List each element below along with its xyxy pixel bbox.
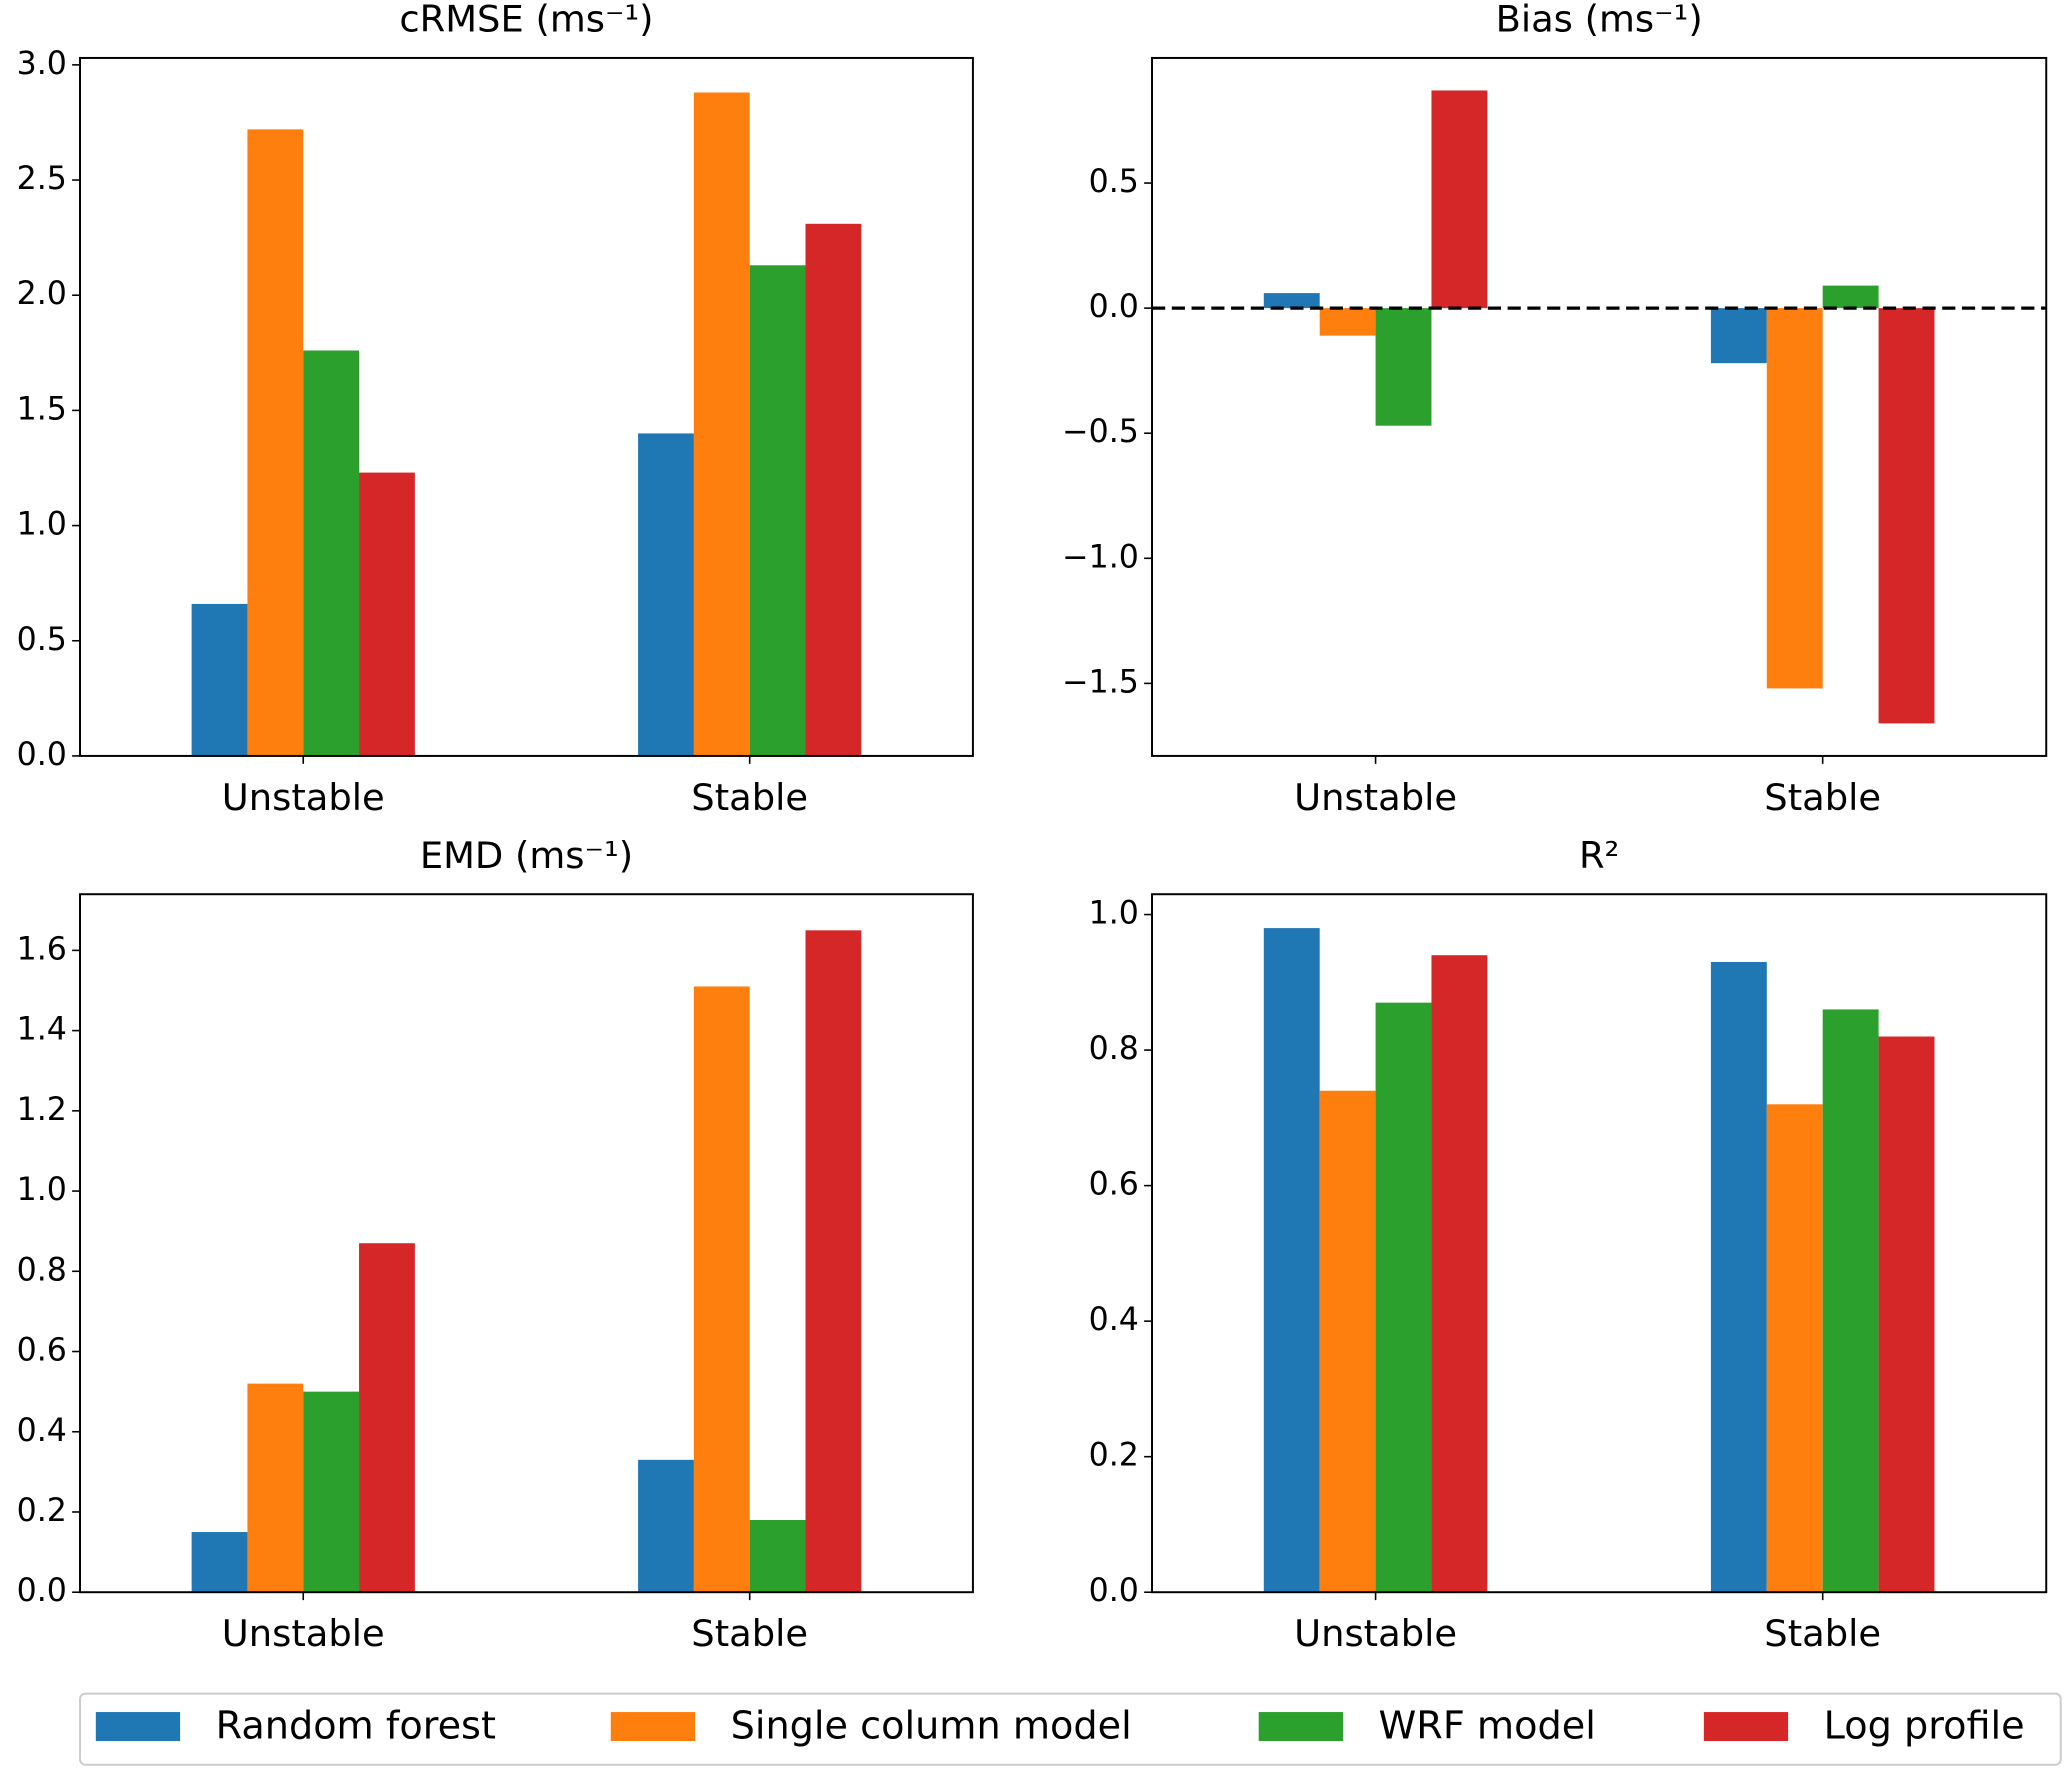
bar: [805, 930, 862, 1593]
y-tick-label: 0.0: [1089, 289, 1139, 325]
bar: [247, 1383, 304, 1593]
y-tick-label: 1.2: [17, 1092, 67, 1128]
y-tick-label: 0.6: [1089, 1167, 1139, 1203]
bar: [1822, 285, 1879, 309]
y-tick-label: 2.5: [17, 161, 67, 197]
y-tick-label: 0.8: [1089, 1031, 1139, 1067]
x-tick-label: Unstable: [222, 1612, 385, 1655]
y-tick-label: 0.6: [17, 1333, 67, 1369]
axes-frame: [1151, 893, 2048, 1594]
bar: [1431, 90, 1488, 309]
bar: [1319, 308, 1376, 336]
chart-title: EMD (ms⁻¹): [420, 834, 633, 877]
bar: [303, 1391, 360, 1593]
axes-frame: [79, 56, 974, 757]
bar: [1375, 308, 1432, 426]
y-tick-label: 1.6: [17, 931, 67, 967]
bar: [1710, 308, 1767, 364]
bar: [693, 986, 750, 1593]
bar: [359, 1243, 415, 1593]
bar: [1878, 1036, 1935, 1593]
legend-swatch: [610, 1712, 696, 1742]
y-tick-label: 1.5: [17, 391, 67, 427]
y-tick-label: −1.0: [1062, 539, 1139, 575]
legend-label: Log profile: [1824, 1704, 2025, 1748]
chart-title: R²: [1579, 834, 1619, 877]
axes-frame: [1151, 56, 2048, 757]
y-tick-label: 0.4: [17, 1413, 67, 1449]
y-tick-label: 0.0: [17, 737, 67, 773]
legend-swatch: [95, 1712, 181, 1742]
legend-swatch: [1703, 1712, 1789, 1742]
bar: [805, 223, 862, 756]
bar: [638, 1459, 694, 1593]
bar: [1766, 1104, 1823, 1593]
y-tick-label: 2.0: [17, 276, 67, 312]
bar: [1822, 1009, 1879, 1593]
bar: [1319, 1090, 1376, 1593]
legend-box: [79, 1692, 2062, 1766]
y-tick-label: 1.0: [17, 1172, 67, 1208]
y-tick-label: 0.4: [1089, 1302, 1139, 1338]
bar: [1375, 1002, 1432, 1593]
x-tick-label: Stable: [691, 1612, 808, 1655]
y-tick-label: 0.2: [1089, 1438, 1139, 1474]
y-tick-label: 0.0: [1089, 1573, 1139, 1609]
y-tick-label: 0.5: [17, 622, 67, 658]
bar: [749, 265, 806, 756]
y-tick-label: 0.0: [17, 1573, 67, 1609]
y-tick-label: −1.5: [1062, 664, 1139, 700]
bar: [359, 472, 415, 756]
legend-label: Single column model: [731, 1704, 1132, 1748]
x-tick-label: Stable: [691, 776, 808, 819]
chart-title: Bias (ms⁻¹): [1496, 0, 1703, 41]
bar: [247, 129, 304, 756]
bar: [749, 1520, 806, 1593]
bar: [693, 92, 750, 756]
legend-label: Random forest: [216, 1704, 496, 1748]
x-tick-label: Unstable: [1294, 776, 1457, 819]
legend-swatch: [1258, 1712, 1343, 1742]
y-tick-label: 0.5: [1089, 164, 1139, 200]
y-tick-label: 0.8: [17, 1252, 67, 1288]
x-tick-label: Stable: [1764, 776, 1881, 819]
y-tick-label: 1.0: [17, 507, 67, 543]
y-tick-label: 3.0: [17, 46, 67, 82]
bar: [1263, 928, 1320, 1593]
bar: [1263, 293, 1320, 309]
axes-frame: [79, 893, 974, 1594]
y-tick-label: 1.0: [1089, 896, 1139, 932]
chart-title: cRMSE (ms⁻¹): [399, 0, 653, 41]
bar: [191, 603, 248, 756]
y-tick-label: 1.4: [17, 1012, 67, 1048]
bar: [1710, 961, 1767, 1593]
bar: [191, 1532, 248, 1593]
x-tick-label: Unstable: [222, 776, 385, 819]
bar: [1878, 308, 1935, 724]
x-tick-label: Stable: [1764, 1612, 1881, 1655]
legend-label: WRF model: [1379, 1704, 1596, 1748]
x-tick-label: Unstable: [1294, 1612, 1457, 1655]
y-tick-label: −0.5: [1062, 414, 1139, 450]
bar: [1766, 308, 1823, 689]
bar: [303, 350, 360, 756]
bar: [1431, 955, 1488, 1593]
bar: [638, 433, 694, 756]
y-tick-label: 0.2: [17, 1493, 67, 1529]
